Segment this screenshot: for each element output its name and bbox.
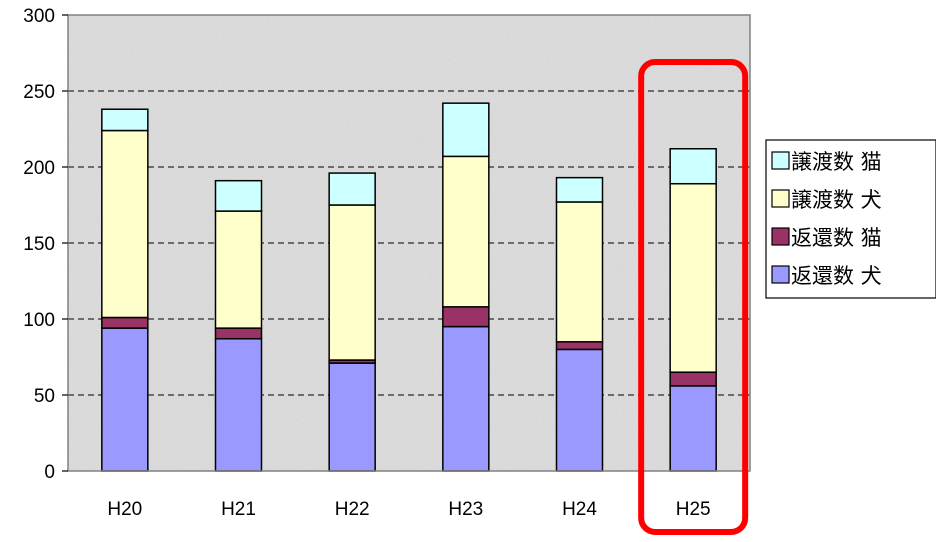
bar-segment (555, 201, 604, 343)
y-tick-label: 150 (23, 234, 55, 255)
bar-segment (555, 176, 604, 203)
highlight-box (638, 59, 749, 535)
bar-segment (442, 325, 490, 472)
legend-box (765, 139, 936, 299)
bar-segment (669, 385, 717, 472)
legend-label: 譲渡数 犬 (791, 188, 882, 212)
x-axis: H20 H21 H22 H23 H24 H25 (107, 499, 710, 520)
x-tick-label: H22 (335, 499, 370, 520)
legend-label: 返還数 犬 (791, 264, 882, 288)
bar-segment (101, 316, 149, 329)
y-tick-label: 100 (23, 310, 55, 331)
bar-segment (101, 108, 149, 132)
y-tick-label: 250 (23, 82, 55, 103)
legend-label: 譲渡数 猫 (791, 150, 882, 174)
legend-swatch (771, 265, 790, 284)
bar-segment (328, 362, 376, 472)
x-tick-label: H23 (448, 499, 483, 520)
x-tick-label: H24 (562, 499, 597, 520)
bar-segment (555, 348, 604, 472)
gridlines (68, 90, 750, 396)
y-axis: 0 50 100 150 200 250 300 (23, 6, 68, 483)
legend-label: 返還数 猫 (791, 226, 882, 250)
y-tick-label: 50 (34, 386, 55, 407)
bar-segment (555, 341, 604, 351)
x-tick-label: H25 (676, 499, 711, 520)
bar-stacks (101, 102, 717, 472)
bar-segment (214, 210, 263, 329)
bar-segment (214, 327, 263, 340)
bar-segment (328, 204, 376, 361)
bar-segment (669, 148, 717, 185)
bar-segment (101, 327, 149, 472)
y-tick-label: 300 (23, 6, 55, 27)
bar-segment (442, 102, 490, 158)
bar-segment (214, 338, 263, 472)
bar-segment (442, 306, 490, 328)
bar-segment (101, 129, 149, 319)
x-tick-label: H20 (107, 499, 142, 520)
legend-swatch (771, 151, 790, 170)
legend-swatch (771, 227, 790, 246)
bar-segment (442, 155, 490, 308)
y-tick-label: 0 (44, 462, 55, 483)
bar-segment (214, 179, 263, 212)
x-tick-label: H21 (221, 499, 256, 520)
legend-swatch (771, 189, 790, 208)
y-tick-label: 200 (23, 158, 55, 179)
bar-segment (669, 371, 717, 387)
bar-segment (669, 182, 717, 373)
bar-segment (328, 172, 376, 206)
